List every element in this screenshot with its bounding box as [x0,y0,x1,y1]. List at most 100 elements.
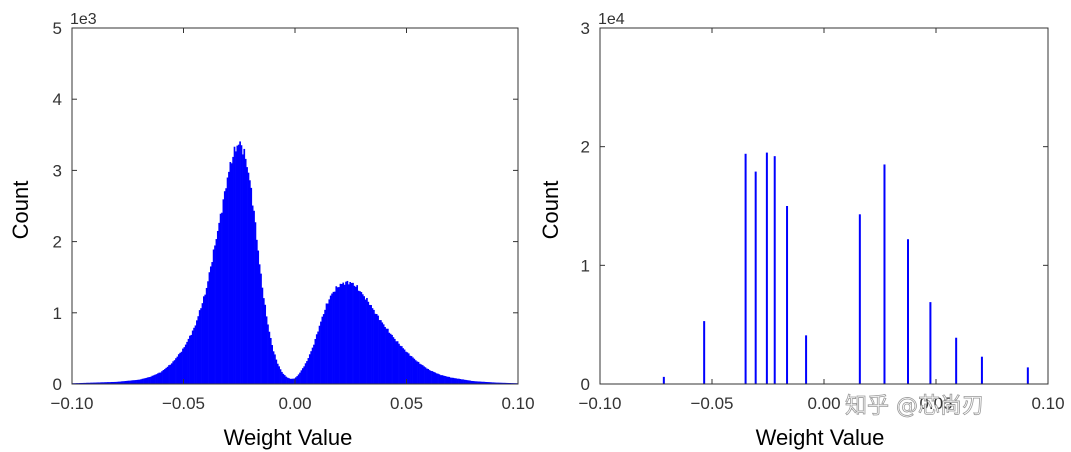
histogram-bar [158,372,161,384]
histogram-bar [290,378,293,384]
histogram-bar [154,374,156,384]
left-x-axis-label: Weight Value [224,425,353,450]
histogram-bar [239,141,241,384]
histogram-bar [409,355,411,384]
histogram-bar [279,369,282,384]
histogram-bar [883,164,886,384]
histogram-bar [254,222,257,384]
histogram-bar [446,376,449,384]
histogram-bar [200,308,202,384]
histogram-bar [955,337,958,384]
histogram-bar [176,356,179,384]
histogram-bar [175,358,177,384]
histogram-bar [183,347,186,384]
histogram-bar [414,360,417,384]
histogram-bar [161,371,163,384]
histogram-bar [463,379,466,384]
histogram-bar [126,380,129,384]
histogram-bar [352,282,354,384]
watermark: 知乎 @芯尚刃 [845,394,984,419]
histogram-bar [165,367,168,384]
y-tick-label: 4 [53,90,62,109]
histogram-bar [488,382,491,384]
histogram-bar [490,382,492,384]
histogram-bar [303,366,306,384]
histogram-bar [439,375,442,384]
histogram-bar [424,367,427,384]
histogram-bar [225,188,228,384]
histogram-bar [334,291,336,384]
histogram-bar [765,152,768,384]
histogram-bar [275,359,278,384]
histogram-bar [109,382,112,384]
histogram-bar [378,320,381,384]
histogram-bar [499,382,502,384]
histogram-bar [143,378,145,384]
histogram-bar [229,162,232,384]
y-tick-label: 3 [581,19,590,38]
histogram-bar [151,375,154,384]
histogram-bar [111,381,113,384]
histogram-bar [212,249,215,384]
histogram-bar [148,377,151,384]
histogram-bar [272,351,275,384]
histogram-bar [182,348,184,384]
histogram-bar [395,341,398,384]
histogram-bar [131,380,134,384]
histogram-bar [201,303,204,384]
histogram-bar [451,377,453,384]
histogram-bar [130,380,133,384]
histogram-bar [230,163,233,384]
y-tick-label: 1 [53,304,62,323]
histogram-bar [145,377,148,384]
histogram-bar [83,382,85,384]
y-tick-label: 1 [581,256,590,275]
histogram-bar [458,378,460,384]
histogram-bar [296,376,299,384]
histogram-bar [435,373,438,384]
histogram-bar [430,370,432,384]
histogram-bar [393,338,396,384]
histogram-bar [389,333,392,384]
left-y-axis-label: Count [8,181,33,240]
histogram-bar [159,372,162,384]
histogram-bar [232,156,234,384]
histogram-bar [271,345,273,384]
right-histogram-bars [662,152,1029,384]
histogram-bar [169,364,172,384]
histogram-bar [350,282,353,384]
histogram-bar [483,381,485,384]
histogram-bar [357,290,360,384]
left-histogram-bars [72,141,519,384]
histogram-bar [308,354,311,384]
histogram-bar [396,341,399,384]
histogram-bar [243,148,246,384]
x-tick-label: 0.00 [807,394,840,413]
histogram-bar [104,382,106,384]
x-tick-label: 0.10 [1031,394,1064,413]
histogram-bar [473,381,476,384]
histogram-bar [325,303,328,384]
y-tick-label: 2 [581,138,590,157]
histogram-bar [228,171,230,384]
histogram-bar [108,382,110,384]
histogram-bar [215,239,218,384]
histogram-bar [157,373,159,384]
histogram-bar [216,230,219,384]
histogram-bar [150,376,152,384]
histogram-bar [203,296,205,384]
histogram-bar [388,332,391,384]
histogram-bar [419,363,421,384]
histogram-bar [339,283,342,384]
histogram-bar [452,377,455,384]
histogram-bar [80,382,83,384]
histogram-bar [476,381,478,384]
histogram-bar [115,381,117,384]
histogram-bar [329,295,332,384]
histogram-bar [442,375,445,384]
histogram-bar [494,382,496,384]
histogram-bar [444,375,446,384]
histogram-bar [438,374,441,384]
y-tick-label: 0 [53,375,62,394]
